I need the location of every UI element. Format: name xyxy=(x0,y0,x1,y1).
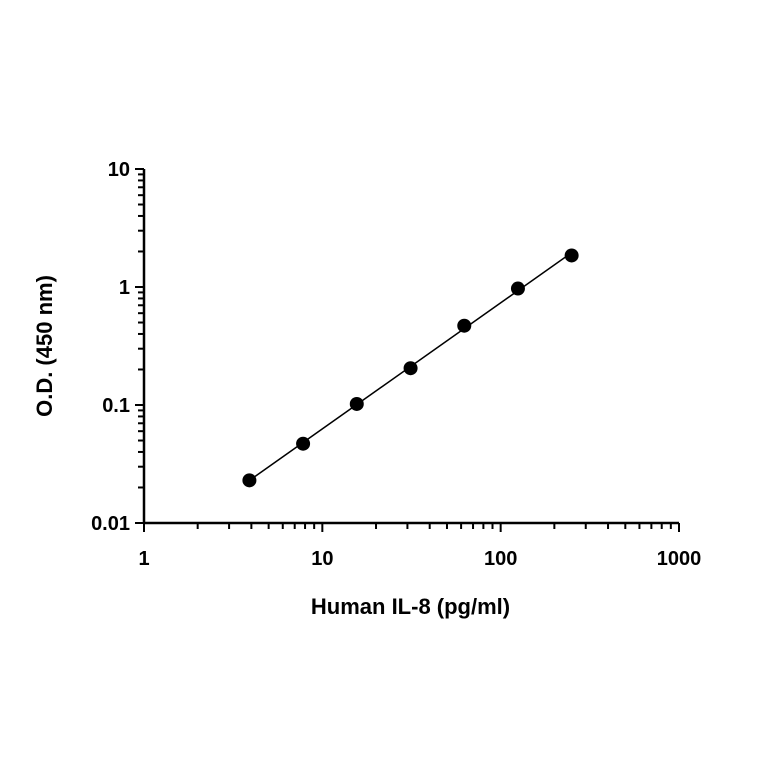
x-tick-label: 100 xyxy=(484,548,517,570)
data-points-layer xyxy=(242,248,579,488)
x-tick-label: 1000 xyxy=(657,548,702,570)
data-point xyxy=(242,473,257,488)
data-point xyxy=(403,361,418,376)
x-tick-label: 10 xyxy=(311,548,333,570)
x-axis-title: Human IL-8 (pg/ml) xyxy=(311,594,510,619)
x-tick-label: 1 xyxy=(138,548,149,570)
data-point xyxy=(296,436,311,451)
data-point xyxy=(564,248,579,263)
y-tick-label: 1 xyxy=(119,277,130,299)
y-tick-label: 10 xyxy=(108,159,130,181)
data-point xyxy=(457,318,472,333)
data-point xyxy=(349,396,364,411)
data-point xyxy=(510,281,525,296)
y-axis-title: O.D. (450 nm) xyxy=(32,275,57,417)
axes xyxy=(135,168,680,532)
labels-layer: 1 10 100 1000 0.01 0.1 1 10 Human IL-8 (pg/ml) O.… xyxy=(32,159,701,619)
y-tick-label: 0.1 xyxy=(102,395,130,417)
y-tick-label: 0.01 xyxy=(91,513,130,535)
